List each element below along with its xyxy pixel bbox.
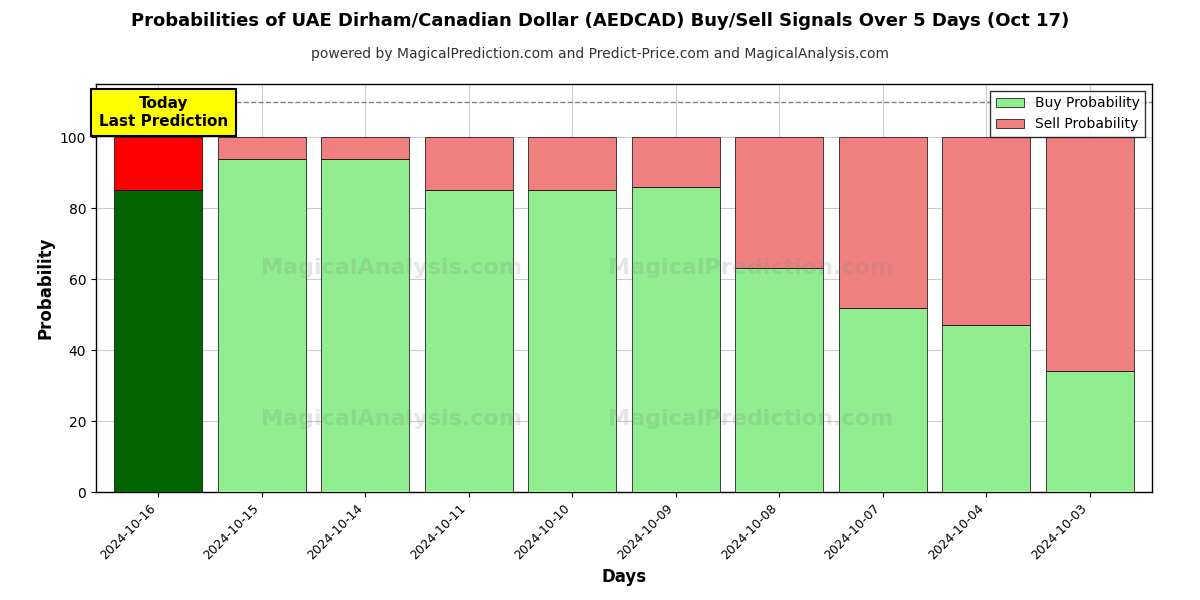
Bar bbox=[736, 268, 823, 492]
Bar bbox=[322, 158, 409, 492]
Text: MagicalAnalysis.com: MagicalAnalysis.com bbox=[262, 257, 522, 278]
Text: Today
Last Prediction: Today Last Prediction bbox=[98, 96, 228, 128]
Bar bbox=[631, 137, 720, 187]
Bar bbox=[425, 137, 512, 190]
Bar bbox=[425, 190, 512, 492]
Text: Probabilities of UAE Dirham/Canadian Dollar (AEDCAD) Buy/Sell Signals Over 5 Day: Probabilities of UAE Dirham/Canadian Dol… bbox=[131, 12, 1069, 30]
Text: MagicalAnalysis.com: MagicalAnalysis.com bbox=[262, 409, 522, 428]
Bar bbox=[217, 158, 306, 492]
X-axis label: Days: Days bbox=[601, 568, 647, 586]
Text: powered by MagicalPrediction.com and Predict-Price.com and MagicalAnalysis.com: powered by MagicalPrediction.com and Pre… bbox=[311, 47, 889, 61]
Bar bbox=[839, 137, 926, 308]
Bar bbox=[1046, 137, 1134, 371]
Text: MagicalPrediction.com: MagicalPrediction.com bbox=[608, 257, 894, 278]
Bar bbox=[322, 137, 409, 158]
Bar bbox=[528, 137, 617, 190]
Bar bbox=[736, 137, 823, 268]
Bar bbox=[839, 308, 926, 492]
Bar bbox=[942, 325, 1031, 492]
Text: MagicalPrediction.com: MagicalPrediction.com bbox=[608, 409, 894, 428]
Bar bbox=[114, 137, 202, 190]
Legend: Buy Probability, Sell Probability: Buy Probability, Sell Probability bbox=[990, 91, 1145, 137]
Bar bbox=[631, 187, 720, 492]
Bar bbox=[942, 137, 1031, 325]
Bar bbox=[1046, 371, 1134, 492]
Bar bbox=[528, 190, 617, 492]
Bar bbox=[217, 137, 306, 158]
Y-axis label: Probability: Probability bbox=[36, 237, 54, 339]
Bar bbox=[114, 190, 202, 492]
